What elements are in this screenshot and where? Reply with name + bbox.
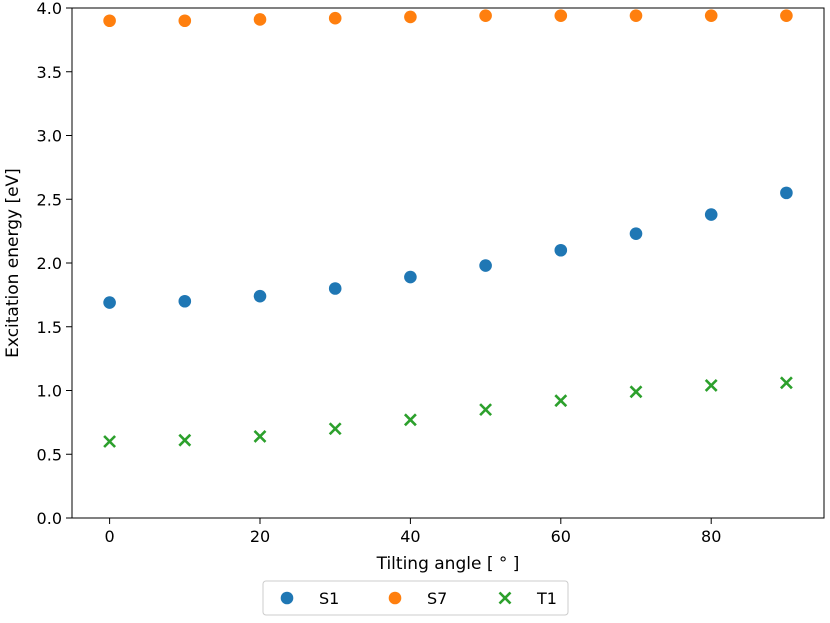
x-tick-label: 0 xyxy=(105,527,115,546)
y-tick-label: 4.0 xyxy=(37,0,62,18)
data-point-t1 xyxy=(479,403,493,417)
data-point-s7 xyxy=(178,14,192,28)
y-tick-label: 2.0 xyxy=(37,254,62,273)
data-point-s7 xyxy=(554,9,568,22)
y-axis-label: Excitation energy [eV] xyxy=(3,168,23,358)
series-t1 xyxy=(103,376,793,448)
series-s1 xyxy=(103,186,793,309)
data-point-s1 xyxy=(253,289,267,303)
data-point-s1 xyxy=(404,270,417,284)
data-point-s1 xyxy=(554,243,568,257)
legend-item-t1: T1 xyxy=(498,589,557,608)
data-point-s7 xyxy=(479,9,492,22)
data-point-s7 xyxy=(328,11,342,25)
legend-label: S1 xyxy=(319,589,339,608)
y-tick-label: 3.5 xyxy=(37,63,62,82)
legend-box xyxy=(262,580,569,616)
data-point-t1 xyxy=(178,433,192,447)
data-point-s1 xyxy=(780,186,793,200)
legend-marker-t1 xyxy=(498,591,512,605)
legend-item-s7: S7 xyxy=(388,589,447,608)
x-tick-label: 20 xyxy=(250,527,270,546)
legend-marker-s1 xyxy=(280,591,294,605)
legend-label: S7 xyxy=(427,589,447,608)
y-axis: 0.0 0.5 1.0 1.5 2.0 2.5 3.0 3.5 4.0 xyxy=(37,0,72,528)
legend-marker-s7 xyxy=(388,591,402,605)
data-point-t1 xyxy=(253,429,267,443)
data-point-s7 xyxy=(704,9,718,22)
y-tick-label: 3.0 xyxy=(37,127,62,146)
data-point-s7 xyxy=(780,9,793,22)
data-point-t1 xyxy=(103,435,117,448)
x-axis: 0 20 40 60 80 xyxy=(105,518,721,546)
data-point-t1 xyxy=(328,422,342,436)
legend: S1 S7 T1 xyxy=(262,580,569,616)
data-point-s1 xyxy=(178,294,192,308)
y-tick-label: 0.5 xyxy=(37,445,62,464)
data-point-s7 xyxy=(103,14,116,28)
data-point-s7 xyxy=(404,10,417,24)
y-tick-label: 1.5 xyxy=(37,318,62,337)
data-point-t1 xyxy=(629,385,643,399)
x-tick-label: 80 xyxy=(701,527,721,546)
y-tick-label: 1.0 xyxy=(37,382,62,401)
data-point-s1 xyxy=(704,208,718,221)
series-s7 xyxy=(103,9,793,28)
data-point-t1 xyxy=(403,413,417,427)
y-tick-label: 2.5 xyxy=(37,190,62,209)
data-point-s1 xyxy=(629,227,643,240)
x-tick-label: 60 xyxy=(551,527,571,546)
data-point-t1 xyxy=(779,376,793,390)
data-point-s1 xyxy=(479,259,492,272)
data-point-s7 xyxy=(629,9,643,22)
data-point-s1 xyxy=(103,296,116,309)
data-point-s1 xyxy=(328,282,342,295)
data-point-t1 xyxy=(554,394,568,408)
series-layer xyxy=(103,9,793,448)
x-axis-label: Tilting angle [ ° ] xyxy=(376,554,520,574)
legend-item-s1: S1 xyxy=(280,589,339,608)
data-point-s7 xyxy=(253,13,267,26)
data-point-t1 xyxy=(704,378,718,392)
legend-label: T1 xyxy=(536,589,557,608)
y-tick-label: 0.0 xyxy=(37,509,62,528)
x-tick-label: 40 xyxy=(400,527,420,546)
